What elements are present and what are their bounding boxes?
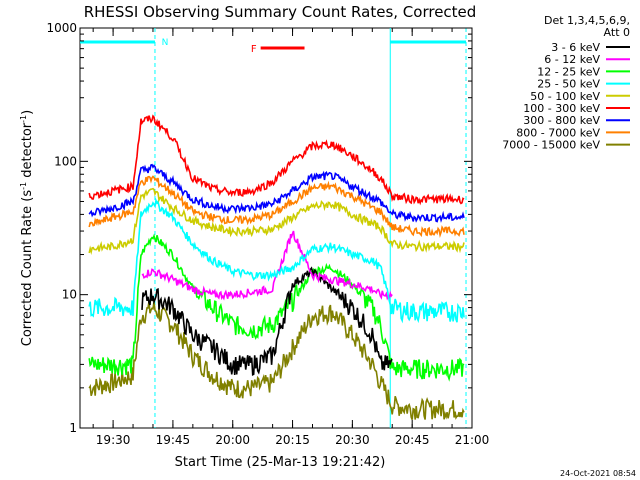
legend-label: 3 - 6 keV: [551, 41, 600, 54]
series-line: [88, 197, 465, 324]
legend-label: 800 - 7000 keV: [516, 126, 600, 139]
series-layer: [88, 114, 465, 420]
plot-frame: [79, 27, 473, 429]
x-tick-label: 21:00: [455, 433, 490, 447]
series-line: [88, 187, 465, 255]
y-tick-label: 1000: [46, 21, 77, 35]
legend-label: 100 - 300 keV: [523, 102, 600, 115]
y-axis: 1 10 100 1000: [46, 21, 472, 435]
legend-header-line-2: Att 0: [604, 26, 630, 39]
legend-header-line-1: Det 1,3,4,5,6,9,: [544, 14, 630, 27]
series-line: [141, 266, 393, 377]
series-line: [88, 163, 465, 223]
x-tick-label: 20:00: [215, 433, 250, 447]
legend-label: 12 - 25 keV: [537, 65, 600, 78]
chart-title: RHESSI Observing Summary Count Rates, Co…: [84, 3, 477, 21]
series-line: [88, 301, 465, 420]
legend-label: 25 - 50 keV: [537, 78, 600, 91]
y-axis-label: Corrected Count Rate (s-1 detector-1): [19, 110, 35, 346]
y-tick-label: 100: [54, 154, 77, 168]
y-tick-label: 10: [62, 288, 77, 302]
series-line: [88, 233, 465, 382]
legend-label: 7000 - 15000 keV: [502, 139, 600, 152]
x-tick-label: 20:30: [335, 433, 370, 447]
x-tick-label: 20:45: [395, 433, 430, 447]
series-line: [88, 175, 465, 239]
x-tick-label: 20:15: [275, 433, 310, 447]
series-line: [141, 230, 393, 301]
annotation-bars: [80, 40, 467, 50]
x-axis: 19:30 19:45 20:00 20:15 20:30 20:45 21:00: [92, 28, 490, 447]
y-tick-label: 1: [69, 421, 77, 435]
footer-date: 24-Oct-2021 08:54: [560, 469, 636, 478]
legend-label: 300 - 800 keV: [523, 114, 600, 127]
flare-marker-label: F: [251, 44, 257, 55]
legend-label: 6 - 12 keV: [544, 53, 600, 66]
x-axis-label: Start Time (25-Mar-13 19:21:42): [175, 455, 386, 470]
x-tick-label: 19:30: [96, 433, 131, 447]
series-line: [88, 114, 465, 206]
legend-label: 50 - 100 keV: [530, 90, 600, 103]
night-marker-label: N: [162, 38, 169, 48]
x-tick-label: 19:45: [156, 433, 191, 447]
